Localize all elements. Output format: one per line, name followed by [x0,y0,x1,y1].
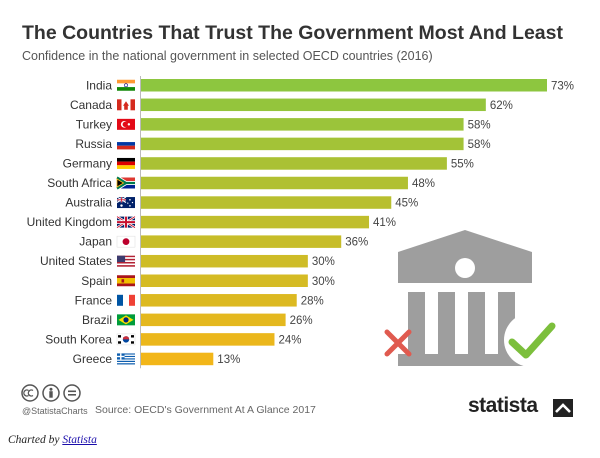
bar [141,254,308,268]
data-label: 36% [345,237,368,249]
south-africa-flag-icon [115,175,135,191]
credit-line: Charted by Statista [8,434,97,446]
bar [141,137,464,151]
canada-flag-icon [117,99,135,111]
cross-mark-icon [384,329,412,357]
bar [141,196,392,209]
statista-handle: @StatistaCharts [22,406,88,416]
brazil-flag-icon [117,314,135,326]
united-states-flag-icon [117,255,135,267]
bar [141,313,286,327]
bar [141,294,297,307]
data-label: 30% [312,276,335,288]
credit-prefix: Charted by [8,434,60,446]
bar [141,352,214,366]
statista-link[interactable]: Statista [62,434,97,446]
category-label: Germany [63,156,112,170]
japan-flag-icon [116,235,136,248]
category-label: Turkey [76,117,112,131]
data-label: 48% [412,178,435,190]
bar [141,333,275,346]
data-label: 58% [468,119,491,131]
category-label: Australia [65,196,112,210]
bar [141,157,447,170]
russia-flag-icon [117,138,135,150]
category-label: Russia [75,137,112,151]
australia-flag-icon [116,196,135,209]
chart-title: The Countries That Trust The Government … [22,22,563,44]
data-label: 41% [373,217,396,229]
south-korea-flag-icon [116,333,136,346]
data-label: 45% [395,198,418,210]
united-kingdom-flag-icon [116,215,136,229]
data-label: 24% [278,334,301,346]
government-illustration [384,230,558,367]
category-label: Brazil [82,313,112,327]
category-label: United Kingdom [27,215,112,229]
data-label: 13% [217,354,240,366]
category-label: South Africa [47,176,112,190]
bar [141,98,486,112]
bar [141,118,464,131]
license-icons [21,384,81,402]
data-label: 30% [312,256,335,268]
spain-flag-icon [117,275,135,287]
category-label: Spain [81,274,112,288]
germany-flag-icon [117,157,135,169]
check-mark-icon [504,313,558,367]
category-label: United States [40,254,112,268]
no-derivatives-icon [63,384,81,402]
data-label: 58% [468,139,491,151]
data-label: 28% [301,295,324,307]
cc-icon [21,384,39,402]
bar [141,274,308,287]
attribution-icon [42,384,60,402]
bar-chart-plot: India 73% Canada 62% Turkey 58% Russia 58% Germa… [27,76,574,369]
category-label: Japan [79,235,112,249]
greece-flag-icon [117,353,135,365]
category-label: Canada [70,98,112,112]
data-label: 62% [490,100,513,112]
statista-logo-icon [553,399,573,417]
india-flag-icon [117,79,135,91]
source-note: Source: OECD's Government At A Glance 20… [95,404,316,416]
category-label: South Korea [45,332,112,346]
bar [141,79,547,92]
statista-logo-text: statista [468,394,538,417]
category-label: France [75,293,113,307]
data-label: 55% [451,158,474,170]
category-label: Greece [73,352,113,366]
statista-logo: statista [468,394,578,420]
data-label: 26% [290,315,313,327]
bar [141,235,342,248]
bar [141,176,408,190]
data-label: 73% [551,80,574,92]
category-label: India [86,78,112,92]
france-flag-icon [117,294,135,306]
chart-subtitle: Confidence in the national government in… [22,49,433,63]
bar [141,215,370,229]
turkey-flag-icon [117,118,135,130]
